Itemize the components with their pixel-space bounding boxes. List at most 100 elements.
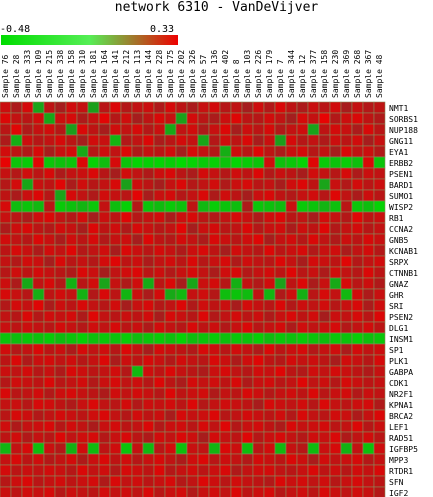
heatmap-cell — [329, 112, 342, 125]
heatmap-cell — [351, 475, 364, 488]
heatmap-cell — [10, 310, 23, 323]
heatmap-cell — [186, 486, 199, 497]
heatmap-cell — [219, 200, 232, 213]
heatmap-cell — [340, 486, 353, 497]
heatmap-cell — [318, 178, 331, 191]
heatmap-cell — [230, 354, 243, 367]
heatmap-cell — [208, 442, 221, 455]
heatmap-cell — [296, 178, 309, 191]
heatmap-cell — [274, 486, 287, 497]
heatmap-cell — [0, 277, 12, 290]
heatmap-cell — [318, 233, 331, 246]
heatmap-cell — [362, 233, 375, 246]
heatmap-cell — [208, 310, 221, 323]
heatmap-cell — [318, 464, 331, 477]
heatmap-cell — [318, 453, 331, 466]
heatmap-cell — [10, 321, 23, 334]
heatmap-cell — [186, 453, 199, 466]
heatmap-cell — [10, 233, 23, 246]
heatmap-cell — [43, 321, 56, 334]
heatmap-cell — [76, 233, 89, 246]
heatmap-cell — [120, 332, 133, 345]
heatmap-cell — [98, 277, 111, 290]
heatmap-cell — [329, 288, 342, 301]
heatmap-cell — [318, 321, 331, 334]
heatmap-cell — [43, 431, 56, 444]
heatmap-cell — [175, 167, 188, 180]
row-label: SRPX — [389, 258, 408, 267]
heatmap-cell — [164, 442, 177, 455]
heatmap-cell — [153, 398, 166, 411]
heatmap-cell — [32, 189, 45, 202]
heatmap-cell — [285, 189, 298, 202]
heatmap-cell — [307, 112, 320, 125]
heatmap-cell — [109, 233, 122, 246]
heatmap-cell — [109, 145, 122, 158]
heatmap-cell — [175, 453, 188, 466]
heatmap-cell — [285, 486, 298, 497]
heatmap-cell — [219, 112, 232, 125]
heatmap-cell — [318, 442, 331, 455]
heatmap-cell — [186, 354, 199, 367]
heatmap-cell — [373, 332, 386, 345]
heatmap-cell — [109, 431, 122, 444]
heatmap-cell — [285, 299, 298, 312]
heatmap-cell — [263, 233, 276, 246]
heatmap-cell — [43, 266, 56, 279]
heatmap-cell — [252, 288, 265, 301]
heatmap-cell — [241, 442, 254, 455]
heatmap-cell — [197, 167, 210, 180]
heatmap-cell — [219, 475, 232, 488]
heatmap-cell — [362, 112, 375, 125]
heatmap-cell — [10, 156, 23, 169]
heatmap-cell — [307, 332, 320, 345]
heatmap-cell — [351, 233, 364, 246]
heatmap-cell — [329, 376, 342, 389]
heatmap-cell — [307, 277, 320, 290]
heatmap-cell — [197, 233, 210, 246]
column-label: Sample 228 — [155, 50, 164, 98]
heatmap-cell — [175, 233, 188, 246]
heatmap-cell — [362, 189, 375, 202]
heatmap-cell — [329, 244, 342, 257]
heatmap-cell — [362, 288, 375, 301]
heatmap-cell — [32, 222, 45, 235]
heatmap-cell — [21, 398, 34, 411]
heatmap-cell — [296, 310, 309, 323]
heatmap-cell — [362, 310, 375, 323]
heatmap-cell — [175, 178, 188, 191]
heatmap-cell — [274, 365, 287, 378]
heatmap-cell — [208, 420, 221, 433]
heatmap-cell — [76, 112, 89, 125]
heatmap-cell — [241, 277, 254, 290]
heatmap-cell — [65, 354, 78, 367]
heatmap-cell — [54, 442, 67, 455]
column-label: Sample 144 — [144, 50, 153, 98]
heatmap-cell — [241, 387, 254, 400]
heatmap-cell — [120, 376, 133, 389]
heatmap-cell — [351, 365, 364, 378]
heatmap-cell — [0, 486, 12, 497]
heatmap-cell — [120, 222, 133, 235]
heatmap-cell — [318, 332, 331, 345]
heatmap-cell — [142, 101, 155, 114]
heatmap-cell — [164, 222, 177, 235]
heatmap-cell — [241, 409, 254, 422]
heatmap-cell — [197, 475, 210, 488]
heatmap-cell — [230, 398, 243, 411]
heatmap-cell — [142, 365, 155, 378]
heatmap-cell — [120, 156, 133, 169]
heatmap-cell — [142, 387, 155, 400]
heatmap-cell — [76, 409, 89, 422]
heatmap-cell — [65, 420, 78, 433]
heatmap-cell — [65, 178, 78, 191]
heatmap-cell — [109, 343, 122, 356]
heatmap-cell — [98, 310, 111, 323]
heatmap-cell — [208, 233, 221, 246]
heatmap-cell — [186, 156, 199, 169]
heatmap-cell — [98, 134, 111, 147]
heatmap-cell — [329, 156, 342, 169]
row-label: DLG1 — [389, 324, 408, 333]
heatmap-cell — [164, 112, 177, 125]
heatmap-cell — [340, 475, 353, 488]
